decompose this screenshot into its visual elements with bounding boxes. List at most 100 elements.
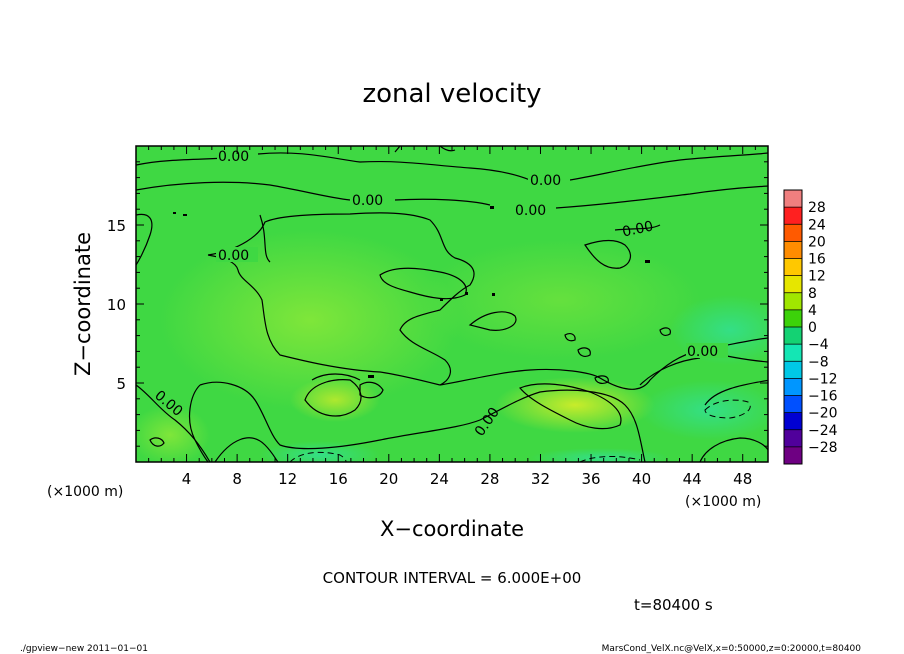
contour-line (207, 212, 475, 386)
field-region-yellow (136, 405, 210, 462)
footer-right: MarsCond_VelX.nc@VelX,x=0:50000,z=0:2000… (602, 644, 862, 654)
contour-label: 0.00 (530, 173, 561, 189)
colorbar-label: −20 (808, 406, 838, 422)
contour-line (468, 311, 517, 331)
contour-line (311, 373, 361, 381)
x-tick-label: 40 (632, 470, 651, 488)
contour-line (259, 214, 271, 263)
field-region-cyan (530, 448, 670, 462)
x-axis: 4 8 12 16 20 24 28 32 36 40 44 48 (148, 146, 756, 488)
field-region-yellow (495, 377, 655, 433)
x-tick-label: 20 (379, 470, 398, 488)
contour-interval-text: CONTOUR INTERVAL = 6.000E+00 (323, 569, 582, 587)
field-region-cyan (640, 380, 768, 440)
contour-label: 0.00 (621, 218, 655, 240)
colorbar-swatch (784, 190, 802, 208)
contour-label: 0.00 (218, 248, 249, 264)
colorbar-label: 0 (808, 320, 817, 336)
colorbar-swatch (784, 275, 802, 294)
x-tick-label: 12 (278, 470, 297, 488)
colorbar-label: 24 (808, 217, 826, 233)
colorbar-label: −8 (808, 354, 829, 370)
y-tick-label: 15 (107, 217, 126, 235)
colorbar-label: −16 (808, 389, 838, 405)
colorbar-swatch (784, 207, 802, 225)
contour-line-negative (579, 456, 641, 462)
colorbar-swatch (784, 309, 802, 328)
contour-label: 0.00 (687, 344, 718, 360)
contour-lines (136, 146, 768, 462)
chart-title: zonal velocity (362, 79, 541, 109)
footer-left: ./gpview−new 2011−01−01 (20, 644, 148, 654)
x-tick-label: 44 (683, 470, 702, 488)
colorbar-swatch (784, 344, 802, 362)
field-region-cyan (260, 441, 380, 462)
contour-line (584, 239, 632, 269)
time-text: t=80400 s (634, 596, 713, 614)
contour-line (304, 379, 362, 417)
contour-line (519, 383, 622, 430)
contour-line-negative (289, 451, 347, 462)
colorbar-label: 16 (808, 252, 826, 268)
contour-line (594, 375, 609, 384)
colorbar-label: −4 (808, 337, 829, 353)
contour-line (577, 347, 591, 357)
x-tick-label: 36 (581, 470, 600, 488)
contour-dots (173, 206, 650, 378)
contour-line (564, 333, 576, 342)
field-region-yellow (290, 378, 380, 422)
x-tick-label: 28 (480, 470, 499, 488)
contour-line (704, 379, 768, 406)
contour-line (136, 213, 153, 266)
colorbar-label: 12 (808, 269, 826, 285)
colorbar-swatch (784, 412, 802, 431)
field-region-light (420, 240, 700, 360)
contour-line (149, 437, 165, 447)
colorbar-swatch (784, 429, 802, 448)
colorbar-swatch (784, 241, 802, 259)
colorbar-label: 28 (808, 200, 826, 216)
contour-line (214, 437, 279, 462)
contour-line (136, 181, 768, 209)
colorbar-swatch (784, 258, 802, 277)
x-tick-label: 24 (430, 470, 449, 488)
colorbar-swatch (784, 395, 802, 414)
contour-line (199, 381, 646, 462)
contour-line (394, 146, 456, 153)
colorbar-label: 8 (808, 286, 817, 302)
y-tick-label: 5 (116, 375, 126, 393)
y-tick-label: 10 (107, 296, 126, 314)
contour-line-negative (704, 399, 751, 419)
x-tick-label: 16 (329, 470, 348, 488)
colorbar-swatch (784, 224, 802, 242)
y-axis-label: Z−coordinate (71, 232, 95, 376)
colorbar-label: 20 (808, 234, 826, 250)
x-tick-label: 8 (232, 470, 242, 488)
colorbar-swatch (784, 446, 802, 465)
x-axis-unit-right: (×1000 m) (685, 494, 761, 510)
contour-label: 0.00 (515, 203, 546, 219)
velocity-field (136, 146, 768, 462)
y-axis: 5 10 15 (107, 161, 768, 447)
contour-label: 0.00 (352, 193, 383, 209)
contour-line (699, 437, 768, 462)
colorbar-label: −24 (808, 423, 838, 439)
x-tick-label: 32 (531, 470, 550, 488)
x-tick-label: 48 (733, 470, 752, 488)
contour-line (136, 384, 211, 462)
field-region-light (160, 230, 460, 410)
colorbar-swatch (784, 327, 802, 345)
colorbar-label: 4 (808, 303, 817, 319)
colorbar-label: −28 (808, 440, 838, 456)
x-tick-label: 4 (182, 470, 192, 488)
colorbar-label: −12 (808, 371, 838, 387)
colorbar-swatch (784, 292, 802, 311)
contour-line (614, 224, 661, 231)
colorbar-swatch (784, 361, 802, 379)
x-axis-unit-left: (×1000 m) (47, 484, 123, 500)
contour-line (359, 381, 384, 399)
contour-line (188, 384, 209, 462)
contour-label: 0.00 (218, 149, 249, 165)
